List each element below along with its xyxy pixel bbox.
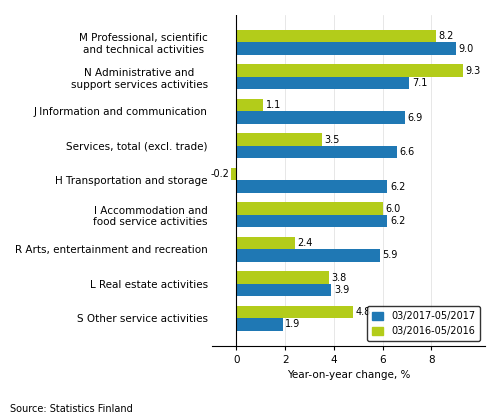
Text: -0.2: -0.2 — [210, 169, 229, 179]
Bar — [236, 180, 388, 193]
Text: 9.0: 9.0 — [458, 44, 473, 54]
Text: 5.9: 5.9 — [382, 250, 398, 260]
Bar — [236, 146, 397, 158]
Text: 3.9: 3.9 — [334, 285, 349, 295]
Text: 1.9: 1.9 — [285, 319, 300, 329]
Text: 7.1: 7.1 — [412, 78, 427, 88]
Text: Source: Statistics Finland: Source: Statistics Finland — [10, 404, 133, 414]
Bar — [236, 284, 332, 296]
Text: 3.5: 3.5 — [324, 135, 340, 145]
Text: 6.2: 6.2 — [390, 181, 406, 191]
Bar — [236, 249, 380, 262]
Bar — [236, 42, 456, 55]
Legend: 03/2017-05/2017, 03/2016-05/2016: 03/2017-05/2017, 03/2016-05/2016 — [367, 306, 480, 341]
Bar — [232, 168, 236, 180]
Bar — [236, 237, 295, 249]
Text: 9.3: 9.3 — [466, 66, 480, 76]
Text: 8.2: 8.2 — [438, 31, 454, 41]
Text: 4.8: 4.8 — [356, 307, 371, 317]
Bar — [236, 318, 282, 331]
Bar — [236, 77, 410, 89]
Bar — [236, 202, 382, 215]
Bar — [236, 215, 388, 227]
Text: 6.9: 6.9 — [407, 113, 422, 123]
Bar — [236, 134, 322, 146]
X-axis label: Year-on-year change, %: Year-on-year change, % — [287, 370, 410, 380]
Text: 2.4: 2.4 — [298, 238, 312, 248]
Text: 6.0: 6.0 — [385, 203, 400, 213]
Text: 6.6: 6.6 — [400, 147, 415, 157]
Text: 3.8: 3.8 — [332, 272, 346, 282]
Bar — [236, 271, 329, 284]
Bar — [236, 306, 354, 318]
Bar — [236, 30, 436, 42]
Bar — [236, 111, 404, 124]
Bar — [236, 64, 463, 77]
Bar — [236, 99, 263, 111]
Text: 6.2: 6.2 — [390, 216, 406, 226]
Text: 1.1: 1.1 — [266, 100, 281, 110]
